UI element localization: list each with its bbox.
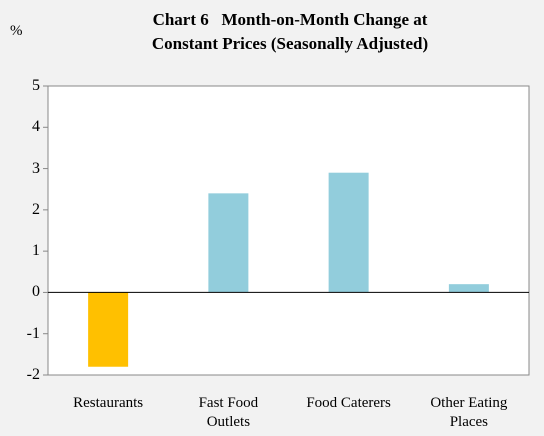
y-tick-label: 2 <box>32 200 40 218</box>
x-tick-label: Restaurants <box>73 395 144 411</box>
bar <box>208 193 249 293</box>
y-tick-label: 0 <box>32 283 40 301</box>
y-tick-label: 4 <box>32 118 40 136</box>
plot-area <box>47 85 530 376</box>
x-tick-label: Food Caterers <box>306 395 391 411</box>
y-tick-label: 1 <box>32 242 40 260</box>
y-tick-label: 5 <box>32 77 40 94</box>
chart-title: Chart 6 Month-on-Month Change at Constan… <box>151 10 429 53</box>
bar <box>88 292 129 367</box>
x-tick-label: Fast Food Outlets <box>198 395 259 430</box>
bar <box>328 172 369 293</box>
y-tick-label: -2 <box>26 366 40 383</box>
y-tick-label: 3 <box>32 159 40 177</box>
bar <box>448 284 489 293</box>
y-tick-label: -1 <box>26 324 40 342</box>
y-axis-label: % <box>10 23 23 39</box>
x-tick-label: Other Eating Places <box>430 395 508 430</box>
